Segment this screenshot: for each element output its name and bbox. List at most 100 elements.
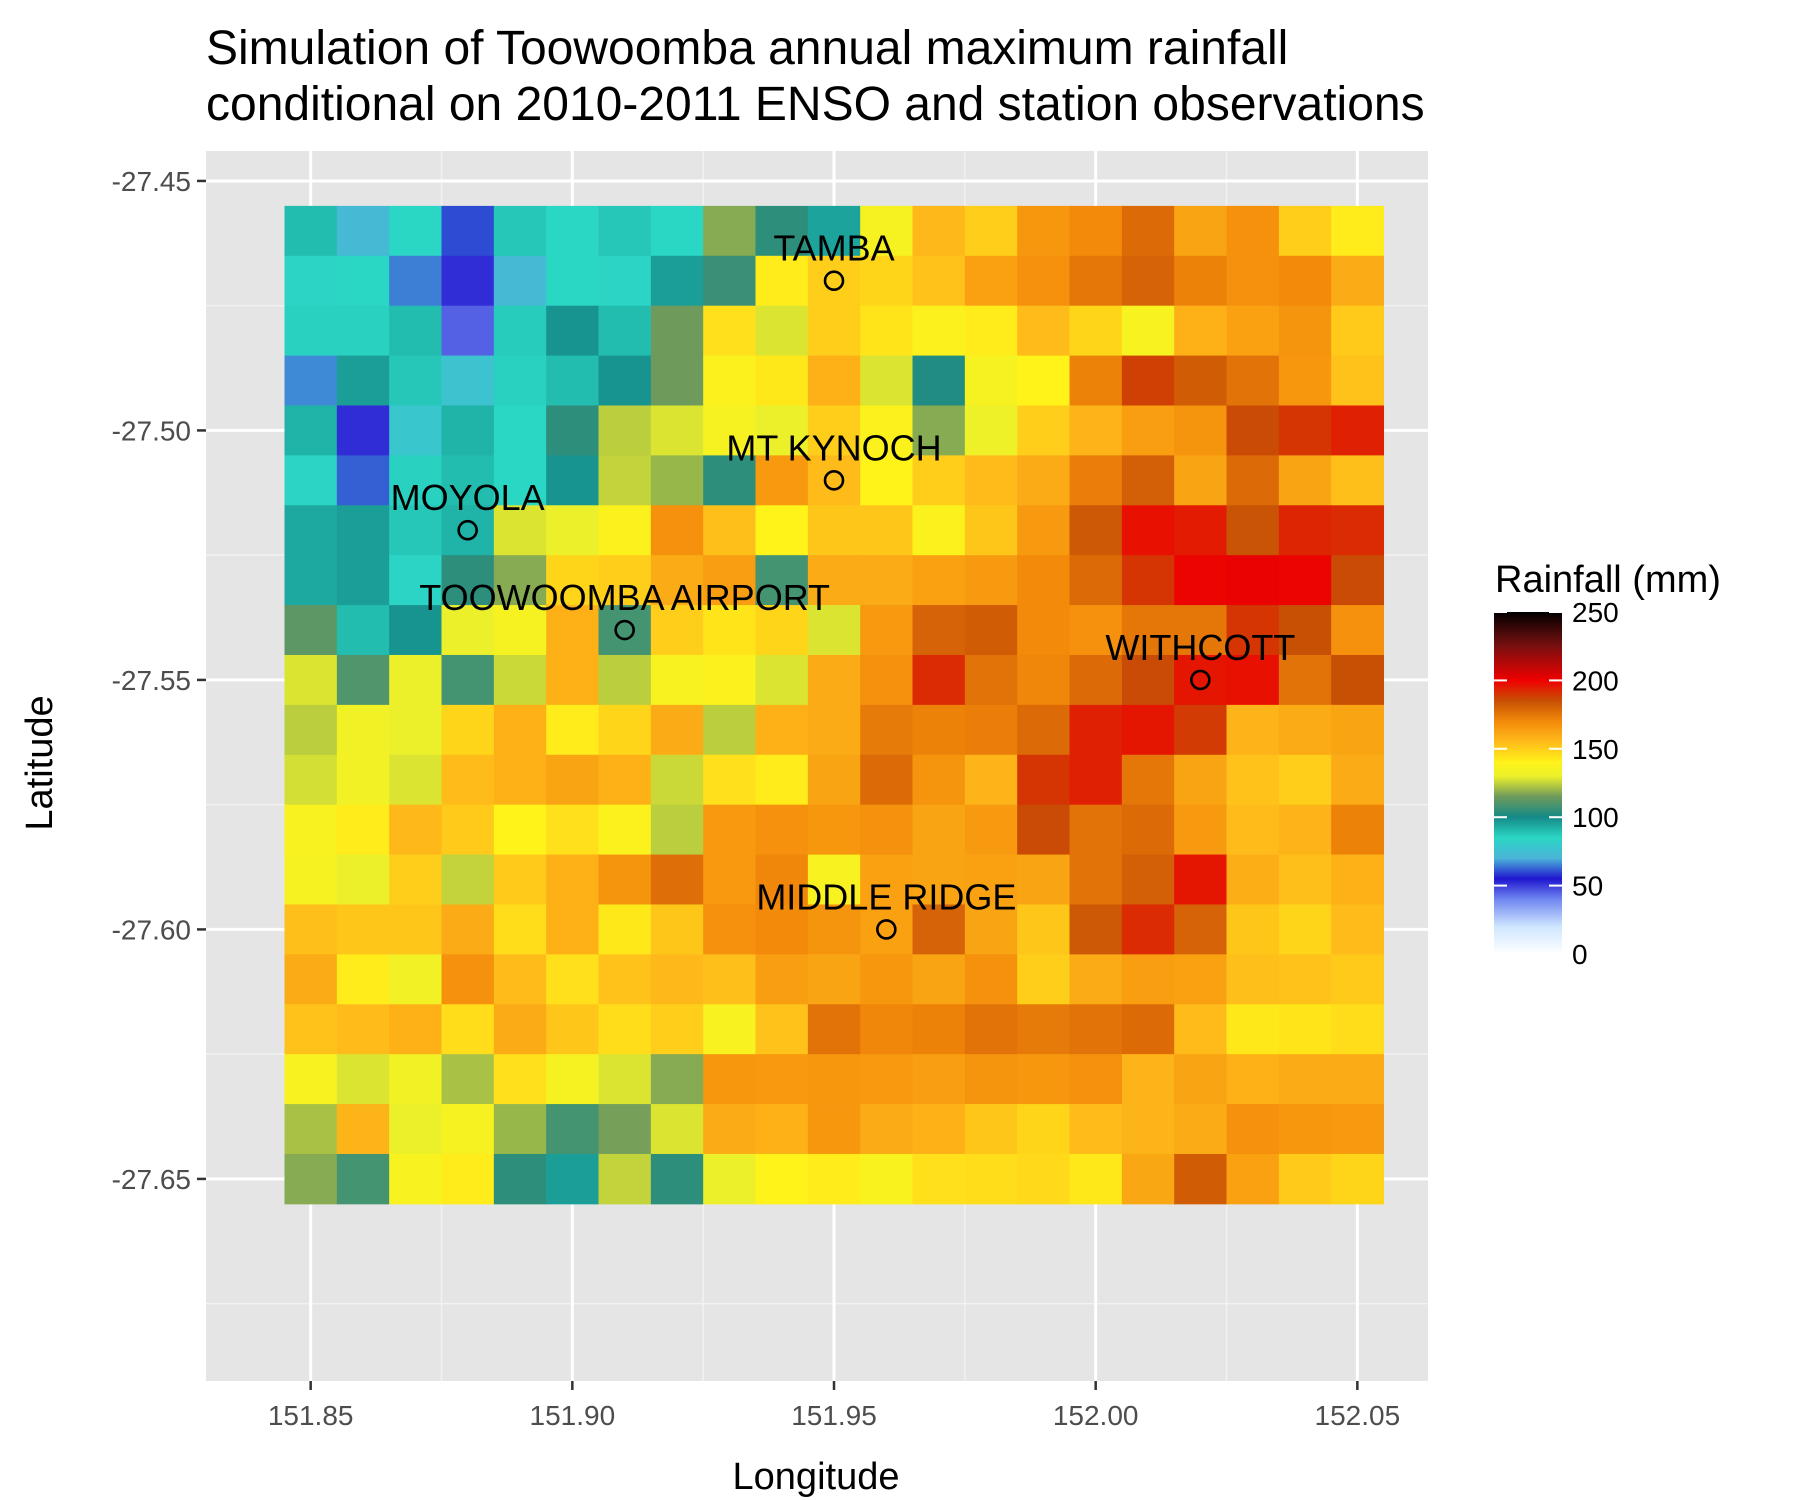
heatmap-tile <box>1174 854 1228 905</box>
heatmap-tile <box>912 605 966 656</box>
heatmap-tile <box>284 455 338 506</box>
heatmap-tile <box>1331 605 1385 656</box>
heatmap-tile <box>336 455 390 506</box>
heatmap-tile <box>1226 305 1280 357</box>
heatmap-tile <box>807 255 861 307</box>
heatmap-tile <box>860 255 914 307</box>
heatmap-tile <box>389 255 443 307</box>
heatmap-tile <box>1174 455 1228 506</box>
heatmap-tile <box>912 954 966 1005</box>
heatmap-tile <box>284 355 338 406</box>
heatmap-tile <box>389 654 443 706</box>
heatmap-tile <box>964 804 1018 856</box>
heatmap-tile <box>1174 1104 1228 1155</box>
heatmap-tile <box>807 654 861 706</box>
heatmap-tile <box>860 555 914 606</box>
heatmap-tile <box>1226 1104 1280 1155</box>
heatmap-tile <box>1069 1004 1123 1055</box>
heatmap-tile <box>598 205 652 257</box>
heatmap-tile <box>1069 1153 1123 1205</box>
heatmap-tile <box>650 205 704 257</box>
heatmap-tile <box>493 605 547 656</box>
heatmap-tile <box>1017 505 1071 556</box>
heatmap-tile <box>493 1054 547 1105</box>
heatmap-tile <box>703 1104 757 1155</box>
heatmap-tile <box>336 1004 390 1055</box>
heatmap-tile <box>650 1153 704 1205</box>
chart-title-line-2: conditional on 2010-2011 ENSO and statio… <box>206 78 1425 131</box>
heatmap-tile <box>336 205 390 257</box>
heatmap-tile <box>546 455 600 506</box>
heatmap-tile <box>598 704 652 756</box>
heatmap-tile <box>389 555 443 606</box>
heatmap-tile <box>493 205 547 257</box>
y-tick-label: -27.65 <box>112 1164 191 1195</box>
heatmap-tile <box>1069 1054 1123 1105</box>
heatmap-tile <box>1121 405 1175 456</box>
heatmap-tile <box>755 405 809 456</box>
heatmap-tile <box>650 704 704 756</box>
heatmap-tile <box>441 455 495 506</box>
heatmap-tile <box>650 904 704 955</box>
heatmap-tile <box>650 804 704 856</box>
heatmap-tile <box>389 704 443 756</box>
heatmap-tile <box>912 405 966 456</box>
heatmap-tile <box>860 1004 914 1055</box>
heatmap-tile <box>598 654 652 706</box>
heatmap-tile <box>546 505 600 556</box>
heatmap-tile <box>1278 505 1332 556</box>
heatmap-tile <box>703 455 757 506</box>
heatmap-tile <box>284 904 338 955</box>
heatmap-tile <box>703 954 757 1005</box>
heatmap-tile <box>807 904 861 955</box>
heatmap-tile <box>1331 355 1385 406</box>
heatmap-tile <box>1121 1004 1175 1055</box>
station-label: MT KYNOCH <box>726 427 941 468</box>
heatmap-tile <box>1069 754 1123 806</box>
heatmap-tile <box>964 754 1018 806</box>
x-tick-label: 151.85 <box>268 1400 354 1431</box>
heatmap-tile <box>860 1153 914 1205</box>
heatmap-tile <box>493 1104 547 1155</box>
heatmap-tile <box>598 904 652 955</box>
heatmap-tile <box>807 455 861 506</box>
heatmap-tile <box>284 255 338 307</box>
heatmap-tile <box>1017 355 1071 406</box>
heatmap-tile <box>650 355 704 406</box>
heatmap-tile <box>1278 205 1332 257</box>
heatmap-tile <box>284 505 338 556</box>
heatmap-tile <box>1121 854 1175 905</box>
heatmap-tile <box>1278 605 1332 656</box>
legend-color-bar <box>1494 612 1562 954</box>
heatmap-tile <box>1331 405 1385 456</box>
heatmap-tile <box>598 455 652 506</box>
heatmap-tile <box>807 1104 861 1155</box>
heatmap-tile <box>650 605 704 656</box>
heatmap-tile <box>284 555 338 606</box>
heatmap-tile <box>1278 654 1332 706</box>
heatmap-tile <box>1226 505 1280 556</box>
heatmap-tile <box>860 505 914 556</box>
heatmap-tile <box>1278 1004 1332 1055</box>
heatmap-tile <box>1278 1104 1332 1155</box>
heatmap-tile <box>336 904 390 955</box>
heatmap-tile <box>755 804 809 856</box>
heatmap-tile <box>598 1104 652 1155</box>
heatmap-tile <box>284 804 338 856</box>
heatmap-tile <box>807 1054 861 1105</box>
heatmap-tile <box>755 455 809 506</box>
heatmap-tile <box>964 1004 1018 1055</box>
heatmap-tile <box>912 355 966 406</box>
heatmap-tile <box>912 754 966 806</box>
heatmap-tile <box>650 555 704 606</box>
heatmap-tile <box>493 555 547 606</box>
heatmap-tile <box>546 804 600 856</box>
heatmap-tile <box>336 1153 390 1205</box>
heatmap-tile <box>755 654 809 706</box>
heatmap-tile <box>284 704 338 756</box>
station-label: WITHCOTT <box>1105 627 1295 668</box>
heatmap-tile <box>546 355 600 406</box>
heatmap-tile <box>1331 1054 1385 1105</box>
heatmap-tile <box>1278 405 1332 456</box>
heatmap-tile <box>912 205 966 257</box>
